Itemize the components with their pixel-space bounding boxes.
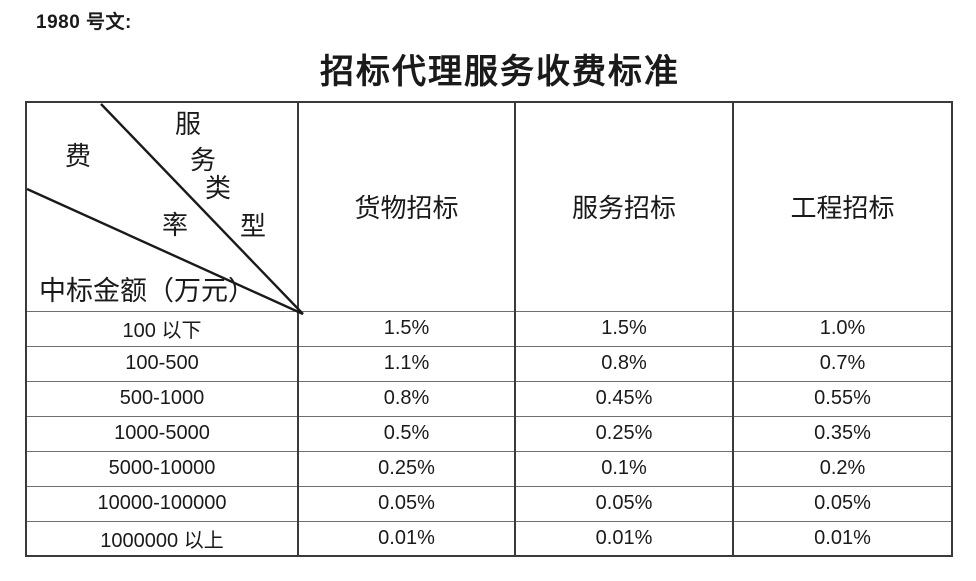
- fee-value: 0.1%: [514, 450, 734, 487]
- fee-value: 0.55%: [732, 380, 953, 417]
- row-label: 1000-5000: [25, 415, 299, 452]
- column-header-engineering: 工程招标: [732, 101, 953, 312]
- doc-number: 1980 号文:: [36, 12, 132, 33]
- table-row: 100 以下 1.5% 1.5% 1.0%: [25, 310, 953, 347]
- fee-value: 0.7%: [732, 345, 953, 382]
- column-header-goods: 货物招标: [297, 101, 516, 312]
- fee-value: 0.5%: [297, 415, 516, 452]
- table-header-row: 服 务 类 型 费 率 中标金额（万元） 货物招标 服务招标 工程招标: [25, 101, 953, 316]
- diagonal-header-cell: 服 务 类 型 费 率 中标金额（万元）: [25, 101, 304, 316]
- row-axis-label: 中标金额（万元）: [39, 276, 255, 306]
- fee-value: 1.0%: [732, 310, 953, 347]
- fee-value: 1.5%: [514, 310, 734, 347]
- fee-value: 0.01%: [297, 520, 516, 557]
- page-title: 招标代理服务收费标准: [320, 54, 680, 91]
- row-label: 500-1000: [25, 380, 299, 417]
- table-row: 100-500 1.1% 0.8% 0.7%: [25, 345, 953, 382]
- fee-value: 0.2%: [732, 450, 953, 487]
- table-row: 500-1000 0.8% 0.45% 0.55%: [25, 380, 953, 417]
- row-label: 1000000 以上: [25, 520, 299, 557]
- service-type-char: 服: [175, 110, 202, 139]
- table-row: 1000-5000 0.5% 0.25% 0.35%: [25, 415, 953, 452]
- fee-value: 0.35%: [732, 415, 953, 452]
- row-label: 100 以下: [25, 310, 299, 347]
- fee-value: 0.25%: [297, 450, 516, 487]
- table-row: 10000-100000 0.05% 0.05% 0.05%: [25, 485, 953, 522]
- fee-value: 0.05%: [732, 485, 953, 522]
- diagonal-divider-lines: [26, 103, 304, 316]
- fee-value: 0.8%: [297, 380, 516, 417]
- fee-value: 0.45%: [514, 380, 734, 417]
- service-type-char: 务: [190, 146, 217, 175]
- row-label: 10000-100000: [25, 485, 299, 522]
- table-row: 5000-10000 0.25% 0.1% 0.2%: [25, 450, 953, 487]
- fee-value: 0.05%: [297, 485, 516, 522]
- fee-value: 0.8%: [514, 345, 734, 382]
- fee-value: 0.01%: [514, 520, 734, 557]
- table-row: 1000000 以上 0.01% 0.01% 0.01%: [25, 520, 953, 557]
- fee-value: 0.01%: [732, 520, 953, 557]
- row-label: 100-500: [25, 345, 299, 382]
- fee-value: 0.05%: [514, 485, 734, 522]
- fee-rate-char: 费: [65, 142, 92, 171]
- fee-standard-table: 服 务 类 型 费 率 中标金额（万元） 货物招标 服务招标 工程招标 100 …: [25, 101, 953, 557]
- service-type-char: 型: [240, 212, 267, 241]
- service-type-char: 类: [205, 174, 232, 203]
- row-label: 5000-10000: [25, 450, 299, 487]
- fee-value: 1.5%: [297, 310, 516, 347]
- fee-rate-char: 率: [162, 211, 189, 240]
- fee-value: 0.25%: [514, 415, 734, 452]
- fee-value: 1.1%: [297, 345, 516, 382]
- column-header-service: 服务招标: [514, 101, 734, 312]
